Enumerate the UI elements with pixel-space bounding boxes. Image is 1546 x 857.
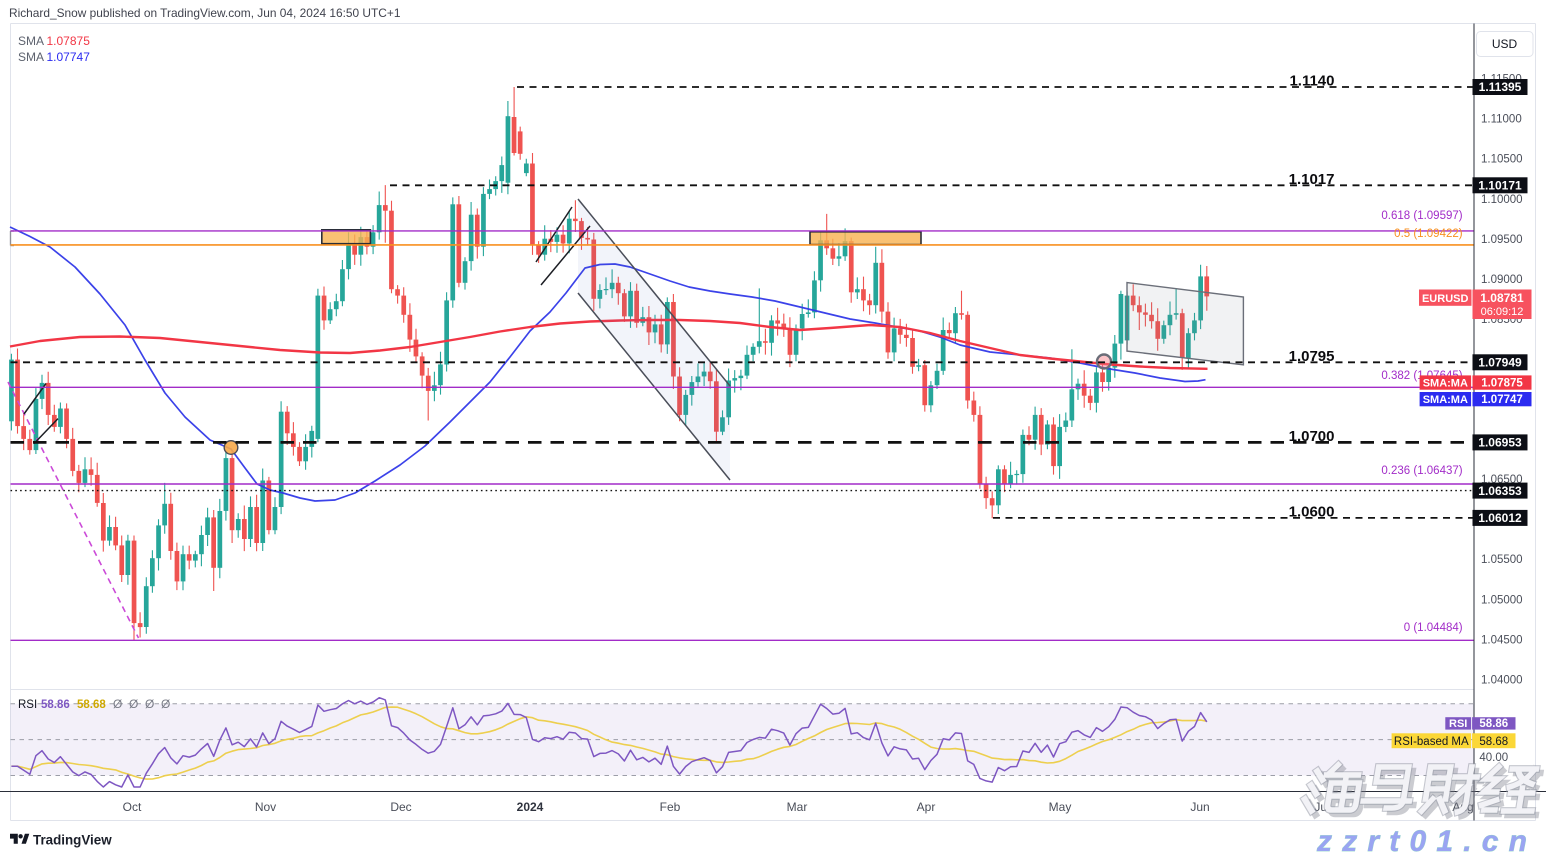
svg-text:Ø: Ø (129, 697, 138, 711)
svg-text:Mar: Mar (787, 800, 808, 814)
svg-text:1.0700: 1.0700 (1289, 428, 1335, 445)
svg-text:Dec: Dec (390, 800, 411, 814)
svg-text:zzrt01.cn: zzrt01.cn (1316, 825, 1537, 857)
svg-text:1.07875: 1.07875 (1481, 377, 1523, 389)
svg-text:58.86: 58.86 (41, 699, 70, 711)
svg-text:1.07875: 1.07875 (47, 34, 91, 48)
svg-text:2024: 2024 (517, 800, 544, 814)
svg-text:SMA: SMA (18, 34, 44, 48)
svg-text:1.06953: 1.06953 (1478, 436, 1522, 450)
svg-text:1.08781: 1.08781 (1480, 291, 1524, 305)
svg-text:Nov: Nov (255, 800, 276, 814)
svg-text:Jun: Jun (1190, 800, 1209, 814)
svg-text:0.5 (1.09422): 0.5 (1.09422) (1394, 228, 1463, 240)
svg-text:TradingView: TradingView (33, 833, 112, 848)
svg-text:RSI: RSI (1449, 718, 1467, 730)
svg-text:RSI-based MA: RSI-based MA (1394, 736, 1469, 748)
svg-text:0 (1.04484): 0 (1.04484) (1404, 622, 1463, 634)
svg-text:1.09000: 1.09000 (1481, 274, 1523, 286)
svg-text:1.07949: 1.07949 (1478, 356, 1522, 370)
svg-text:58.68: 58.68 (77, 699, 106, 711)
svg-text:1.07747: 1.07747 (47, 50, 91, 64)
svg-text:SMA:MA: SMA:MA (1423, 394, 1468, 406)
svg-text:1.0600: 1.0600 (1289, 504, 1335, 521)
svg-text:SMA: SMA (18, 50, 44, 64)
svg-text:1.10500: 1.10500 (1481, 154, 1523, 166)
svg-text:1.1140: 1.1140 (1289, 73, 1334, 90)
svg-text:1.11000: 1.11000 (1481, 114, 1522, 126)
svg-text:1.04500: 1.04500 (1481, 634, 1523, 646)
svg-text:58.68: 58.68 (1479, 736, 1508, 748)
svg-text:USD: USD (1492, 37, 1518, 51)
svg-text:Ø: Ø (145, 697, 154, 711)
svg-text:Ø: Ø (161, 697, 170, 711)
svg-text:1.10171: 1.10171 (1478, 179, 1522, 193)
svg-text:Feb: Feb (660, 800, 681, 814)
svg-text:SMA:MA: SMA:MA (1423, 377, 1468, 389)
svg-text:0.236 (1.06437): 0.236 (1.06437) (1381, 465, 1462, 477)
svg-text:1.07747: 1.07747 (1481, 394, 1523, 406)
svg-text:1.09500: 1.09500 (1481, 234, 1523, 246)
svg-text:Apr: Apr (917, 800, 936, 814)
svg-text:1.0795: 1.0795 (1289, 348, 1335, 365)
svg-text:1.11395: 1.11395 (1479, 80, 1522, 94)
svg-text:1.04000: 1.04000 (1481, 674, 1523, 686)
svg-text:EURUSD: EURUSD (1422, 293, 1469, 305)
svg-text:06:09:12: 06:09:12 (1481, 306, 1524, 318)
svg-text:1.05500: 1.05500 (1481, 554, 1523, 566)
svg-text:May: May (1049, 800, 1072, 814)
svg-text:58.86: 58.86 (1479, 718, 1508, 730)
svg-text:1.06012: 1.06012 (1478, 511, 1522, 525)
svg-text:Oct: Oct (123, 800, 142, 814)
svg-text:Richard_Snow published on Trad: Richard_Snow published on TradingView.co… (9, 6, 401, 20)
svg-text:40.00: 40.00 (1479, 752, 1508, 764)
svg-text:1.06353: 1.06353 (1478, 484, 1522, 498)
svg-text:Ø: Ø (113, 697, 122, 711)
svg-text:1.05000: 1.05000 (1481, 594, 1523, 606)
svg-text:RSI: RSI (18, 699, 37, 711)
svg-text:0.618 (1.09597): 0.618 (1.09597) (1381, 210, 1462, 222)
svg-text:1.1017: 1.1017 (1289, 171, 1335, 188)
svg-text:1.10000: 1.10000 (1481, 194, 1523, 206)
